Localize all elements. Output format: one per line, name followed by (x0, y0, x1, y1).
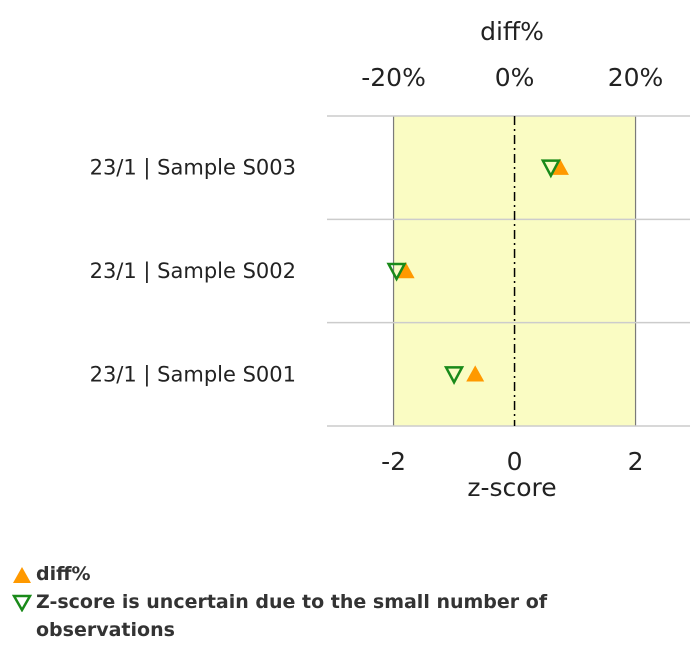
legend-label-uncertain: Z-score is uncertain due to the small nu… (36, 591, 548, 641)
gridlines (327, 115, 690, 427)
legend: diff% Z-score is uncertain due to the sm… (12, 560, 672, 644)
triangle-down-icon (12, 588, 36, 612)
category-label: 23/1 | Sample S002 (90, 259, 296, 284)
triangle-up-icon (12, 560, 36, 584)
bottom-tick-label: -2 (381, 447, 406, 476)
bottom-axis-title: z-score (467, 473, 556, 502)
legend-item-uncertain: Z-score is uncertain due to the small nu… (12, 588, 672, 644)
z-score-uncertain-marker (443, 366, 465, 385)
z-score-uncertain-marker (386, 262, 407, 282)
z-score-chart: 23/1 | Sample S003 23/1 | Sample S002 23/1… (90, 17, 690, 502)
data-marks (386, 158, 569, 385)
z-score-uncertain-marker (540, 159, 561, 179)
legend-label-diff: diff% (36, 563, 91, 585)
bottom-tick-label: 2 (628, 447, 644, 476)
top-tick-label: -20% (361, 63, 426, 92)
diff-marker (466, 365, 485, 382)
axis-ticks: -2 -20% 0 0% 2 20% (361, 63, 663, 476)
category-label: 23/1 | Sample S001 (90, 362, 296, 387)
diff-marker (550, 158, 569, 175)
category-label: 23/1 | Sample S003 (90, 156, 296, 181)
category-labels: 23/1 | Sample S003 23/1 | Sample S002 23/1… (90, 156, 296, 388)
top-tick-label: 0% (495, 63, 535, 92)
bottom-tick-label: 0 (507, 447, 523, 476)
top-axis-title: diff% (480, 17, 544, 46)
diff-marker (396, 262, 415, 279)
top-tick-label: 20% (608, 63, 664, 92)
legend-item-diff: diff% (12, 560, 672, 588)
